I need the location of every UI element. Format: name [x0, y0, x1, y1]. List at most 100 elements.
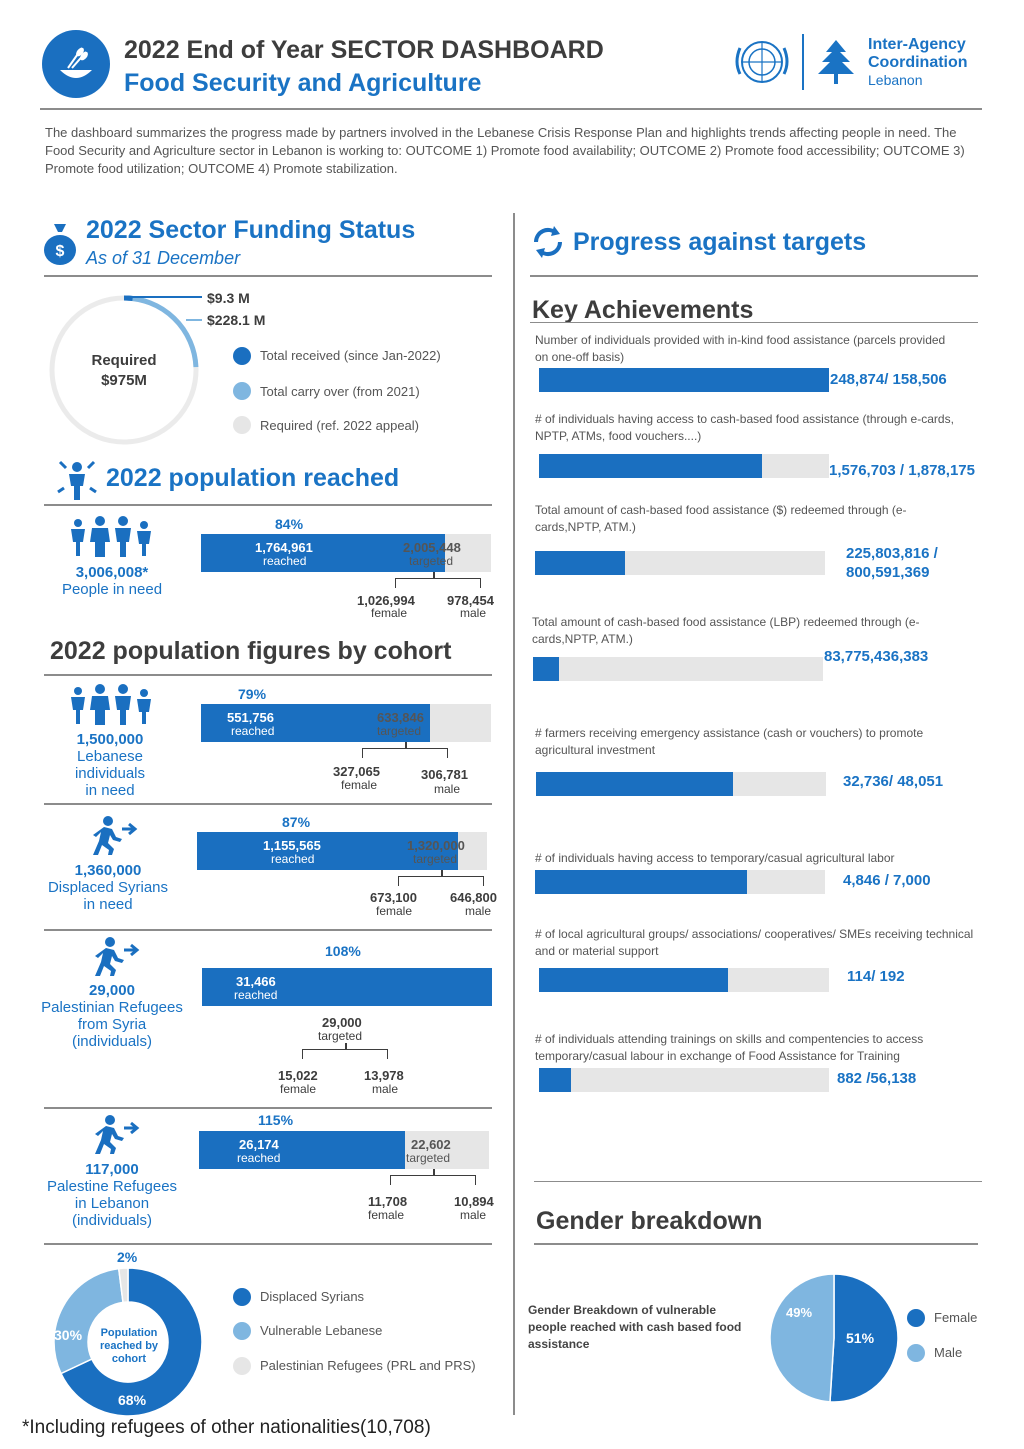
- cohort-number: 29,000: [89, 982, 135, 999]
- cohort-reached-label: reached: [237, 1151, 281, 1165]
- legend-carryover-dot: [233, 382, 251, 400]
- cohort-male-label: male: [434, 782, 461, 796]
- achievement-bar: [533, 657, 823, 681]
- cohort-male-label: male: [460, 1208, 487, 1222]
- sector-title: Food Security and Agriculture: [124, 69, 482, 97]
- money-bag-icon: $: [42, 220, 78, 266]
- achievement-bar-fill: [535, 551, 625, 575]
- cohort-male-label: male: [465, 904, 492, 918]
- population-bracket: [395, 578, 481, 588]
- achievement-bar-fill: [539, 1068, 571, 1092]
- column-divider: [513, 213, 515, 1415]
- cohort-reached-label: reached: [234, 988, 278, 1002]
- cohort-female-value: 673,100: [370, 890, 417, 905]
- cohort-targeted-label: targeted: [318, 1029, 363, 1043]
- cohort-label: Lebanese individuals in need: [74, 748, 146, 799]
- population-targeted-label: targeted: [409, 554, 454, 568]
- achievement-bar-fill: [533, 657, 560, 681]
- pie-slice-palestinian-refugees-prl-and-prs-: [117, 1267, 129, 1304]
- cohort-female-label: female: [368, 1208, 405, 1222]
- cohort-label: Displaced Syrians in need: [47, 879, 169, 913]
- population-bar-fill: [201, 534, 445, 572]
- cohort-bracket-stem: [345, 1043, 347, 1049]
- cohort-targeted-label: targeted: [377, 724, 422, 738]
- un-emblem-icon: [735, 41, 789, 83]
- cohort-divider: [44, 1107, 492, 1109]
- gender-pie-label-female: 51%: [846, 1330, 875, 1346]
- cohort-pie-label-small: 2%: [117, 1249, 138, 1265]
- cohort-reached-value: 31,466: [236, 974, 276, 989]
- donut-label-required: Required: [91, 352, 157, 369]
- pie-slice-vulnerable-lebanese: [53, 1267, 124, 1375]
- achievement-value: 1,576,703 / 1,878,175: [829, 462, 975, 479]
- population-bracket-stem: [433, 572, 435, 578]
- cohort-percent: 108%: [325, 943, 361, 959]
- wheat-bowl-icon: [60, 47, 92, 78]
- cohort-bracket: [398, 876, 484, 886]
- progress-rule: [530, 275, 978, 277]
- gender-description: Gender Breakdown of vulnerable people re…: [528, 1303, 742, 1351]
- legend-required-label: Required (ref. 2022 appeal): [260, 418, 419, 433]
- refresh-cycle-icon: [528, 222, 568, 262]
- org-name-line2: Coordination: [868, 54, 968, 71]
- displaced-person-icon: [92, 1114, 140, 1156]
- achievement-value: 225,803,816 / 800,591,369: [846, 545, 938, 581]
- cohort-pie: [53, 1267, 203, 1417]
- cohort-bracket-stem: [441, 870, 443, 876]
- cohort-divider: [44, 929, 492, 931]
- achievement-bar: [539, 454, 829, 478]
- population-male-label: male: [460, 606, 487, 620]
- gender-pie: [769, 1273, 899, 1403]
- achievement-value: 83,775,436,383: [824, 648, 929, 665]
- cohort-bracket-stem: [433, 1169, 435, 1175]
- progress-title: Progress against targets: [573, 228, 867, 256]
- cohort-bar: 551,756 reached 633,846 targeted: [201, 704, 491, 742]
- un-logo: [730, 34, 794, 90]
- cohort-bracket: [362, 748, 448, 758]
- carryover-callout: $228.1 M: [207, 312, 266, 328]
- cohort-reached-value: 1,155,565: [263, 838, 321, 853]
- cohort-percent: 79%: [238, 686, 267, 702]
- population-rule: [44, 504, 492, 506]
- legend-lebanese-label: Vulnerable Lebanese: [260, 1323, 383, 1338]
- achievement-bar: [539, 1068, 829, 1092]
- people-in-need-number: 3,006,008*: [75, 564, 149, 581]
- legend-required-dot: [233, 416, 251, 434]
- population-targeted-value: 2,005,448: [403, 540, 461, 555]
- cohort-bar: 1,155,565 reached 1,320,000 targeted: [197, 832, 487, 870]
- achievement-description: Number of individuals provided with in-k…: [535, 333, 946, 364]
- displaced-person-icon: [90, 815, 138, 857]
- achievement-value: 248,874/ 158,506: [830, 371, 947, 388]
- legend-syrians-label: Displaced Syrians: [260, 1289, 365, 1304]
- cohort-bar: 31,466 reached: [202, 968, 492, 1006]
- received-leader: [128, 296, 202, 298]
- cedar-logo: [810, 36, 862, 88]
- carryover-arc: [123, 295, 199, 368]
- cohort-male-value: 306,781: [421, 767, 468, 782]
- gender-top-rule: [534, 1181, 982, 1182]
- population-title: 2022 population reached: [106, 464, 400, 492]
- achievement-description: Total amount of cash-based food assistan…: [532, 615, 920, 646]
- svg-text:$: $: [56, 243, 65, 260]
- cohort-male-value: 13,978: [364, 1068, 404, 1083]
- carryover-leader: [186, 319, 202, 321]
- donut-label-amount: $975M: [101, 372, 147, 389]
- cohort-reached-value: 551,756: [227, 710, 274, 725]
- received-callout: $9.3 M: [207, 290, 250, 306]
- legend-female-label: Female: [934, 1310, 978, 1325]
- cohort-bar-fill: [201, 704, 431, 742]
- legend-female-dot: [907, 1309, 925, 1327]
- cohort-targeted-label: targeted: [413, 852, 458, 866]
- legend-male-dot: [907, 1344, 925, 1362]
- legend-male-label: Male: [934, 1345, 963, 1360]
- footnote: *Including refugees of other nationaliti…: [22, 1417, 431, 1438]
- achievement-value: 32,736/ 48,051: [843, 773, 944, 790]
- achievement-bar-fill: [535, 870, 747, 894]
- cohort-female-label: female: [341, 778, 378, 792]
- gender-title: Gender breakdown: [536, 1207, 763, 1235]
- cohort-reached-value: 26,174: [239, 1137, 279, 1152]
- cohort-bracket-stem: [405, 742, 407, 748]
- achievement-description: # of individuals attending trainings on …: [535, 1032, 924, 1063]
- cohort-number: 1,360,000: [74, 862, 142, 879]
- person-reached-icon: [54, 458, 100, 502]
